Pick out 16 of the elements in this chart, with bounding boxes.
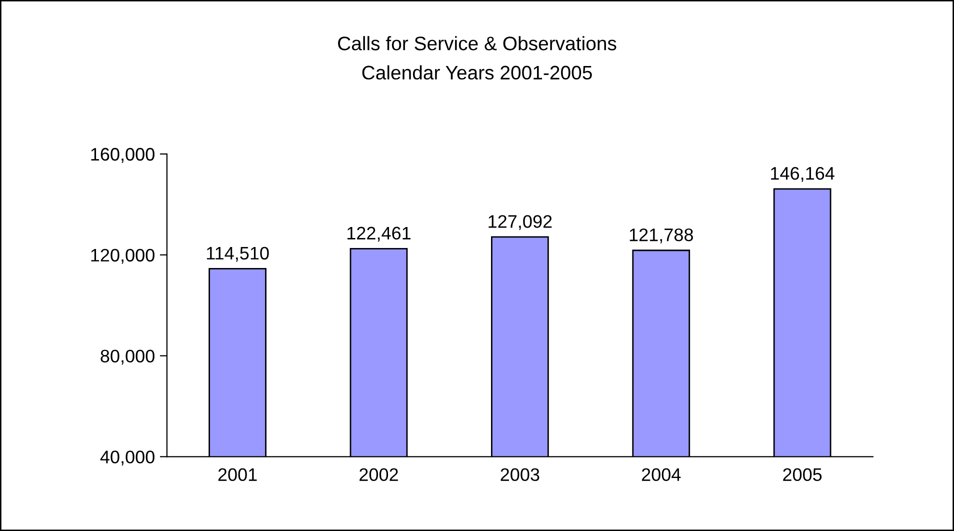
chart-subtitle: Calendar Years 2001-2005 xyxy=(362,65,592,80)
chart-title: Calls for Service & Observations xyxy=(338,36,616,50)
y-tick-label: 160,000 xyxy=(91,148,154,163)
data-label: 146,164 xyxy=(771,166,834,182)
data-label: 122,461 xyxy=(347,226,410,242)
data-label: 121,788 xyxy=(630,228,693,244)
y-tick-label: 40,000 xyxy=(100,450,154,466)
data-label: 127,092 xyxy=(488,215,552,230)
x-tick-label: 2004 xyxy=(642,468,681,482)
x-tick-label: 2001 xyxy=(218,468,257,482)
x-tick-label: 2005 xyxy=(783,468,822,482)
y-tick-label: 120,000 xyxy=(91,248,154,264)
x-tick-label: 2002 xyxy=(360,468,398,482)
data-label: 114,510 xyxy=(206,246,269,262)
y-tick-label: 80,000 xyxy=(100,350,154,365)
x-tick-label: 2003 xyxy=(500,468,540,482)
